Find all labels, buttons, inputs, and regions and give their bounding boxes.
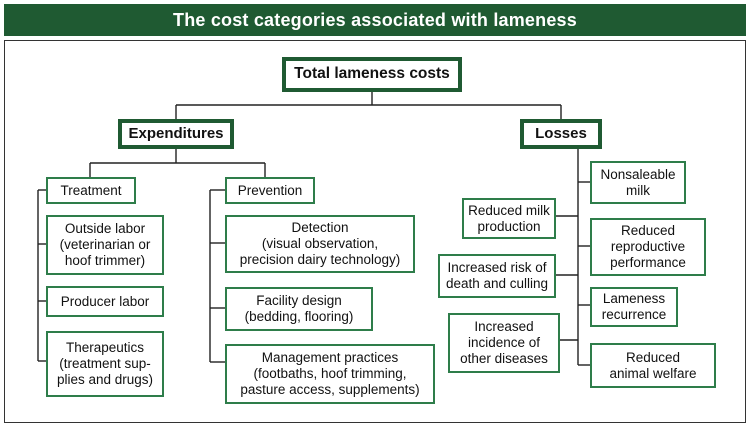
node-reduced-milk-production: Reduced milk production [462,198,556,239]
node-reduced-animal-welfare: Reduced animal welfare [590,343,716,388]
node-producer-labor: Producer labor [46,286,164,317]
node-detection: Detection (visual observation, precision… [225,215,415,273]
node-nonsaleable-milk: Nonsaleable milk [590,161,686,204]
node-increased-incidence-diseases: Increased incidence of other diseases [448,313,560,373]
node-total-lameness-costs: Total lameness costs [282,57,462,92]
node-increased-risk-death-culling: Increased risk of death and culling [438,254,556,298]
node-prevention: Prevention [225,177,315,204]
node-outside-labor: Outside labor (veterinarian or hoof trim… [46,215,164,275]
node-treatment: Treatment [46,177,136,204]
diagram-title: The cost categories associated with lame… [4,4,746,36]
node-therapeutics: Therapeutics (treatment sup- plies and d… [46,331,164,397]
node-losses: Losses [520,119,602,149]
node-expenditures: Expenditures [118,119,234,149]
node-lameness-recurrence: Lameness recurrence [590,287,678,327]
diagram-frame [4,40,746,423]
node-reduced-reproductive-performance: Reduced reproductive performance [590,218,706,276]
node-facility-design: Facility design (bedding, flooring) [225,287,373,331]
node-management-practices: Management practices (footbaths, hoof tr… [225,344,435,404]
